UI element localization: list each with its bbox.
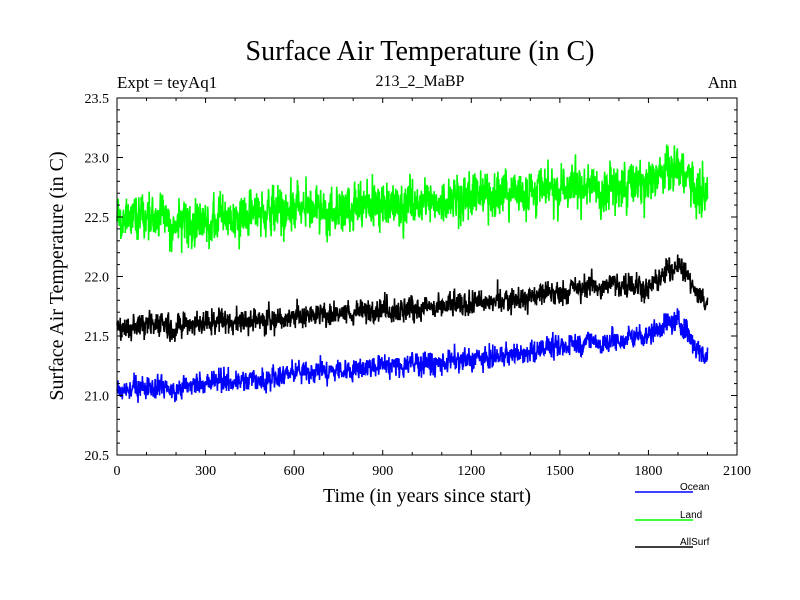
series-line-land <box>116 144 709 254</box>
x-tick-label: 1500 <box>546 464 574 479</box>
y-tick-label: 22.0 <box>85 271 110 286</box>
series-line-allsurf <box>116 254 709 342</box>
y-tick-label: 23.5 <box>85 92 110 107</box>
y-tick-label: 21.0 <box>85 390 110 405</box>
experiment-label: Expt = teyAq1 <box>117 73 217 92</box>
x-axis-label: Time (in years since start) <box>323 485 531 507</box>
x-tick-label: 300 <box>195 464 216 479</box>
x-tick-label: 1800 <box>634 464 662 479</box>
period-label: Ann <box>708 73 738 92</box>
legend-label-ocean: Ocean <box>680 482 709 493</box>
chart-title: Surface Air Temperature (in C) <box>246 36 595 67</box>
y-axis-label: Surface Air Temperature (in C) <box>46 151 68 400</box>
legend: Ocean Land AllSurf <box>635 482 710 548</box>
axis-layer: 0 300 600 900 1200 1500 1800 2100 20.5 21.0 21.5 22… <box>85 92 752 479</box>
y-tick-label: 20.5 <box>85 449 110 464</box>
y-tick-label: 23.0 <box>85 152 110 167</box>
legend-label-land: Land <box>680 510 702 521</box>
x-tick-label: 900 <box>372 464 393 479</box>
series-line-ocean <box>116 308 709 403</box>
x-tick-label: 1200 <box>457 464 485 479</box>
y-tick-label: 21.5 <box>85 330 110 345</box>
dataset-label: 213_2_MaBP <box>376 73 465 90</box>
x-tick-label: 2100 <box>723 464 751 479</box>
plot-frame <box>116 97 738 456</box>
series-layer <box>116 144 709 403</box>
x-tick-label: 600 <box>284 464 305 479</box>
x-tick-label: 0 <box>114 464 121 479</box>
legend-label-allsurf: AllSurf <box>680 537 710 548</box>
y-tick-label: 22.5 <box>85 211 110 226</box>
